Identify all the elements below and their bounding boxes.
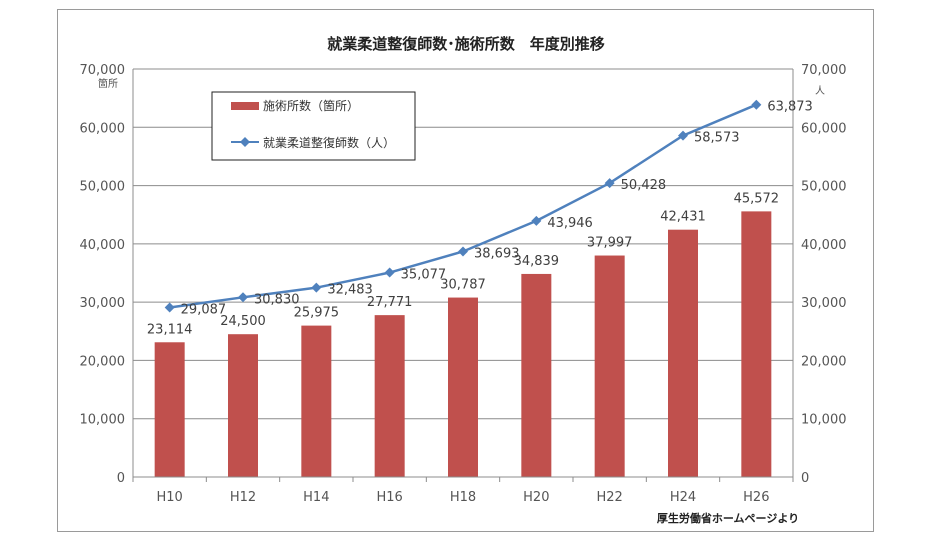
y-left-unit: 箇所	[98, 77, 118, 90]
y-right-tick-label: 20,000	[801, 354, 847, 369]
line-point	[458, 246, 468, 257]
line-point	[238, 292, 248, 303]
bar-data-label: 37,997	[587, 236, 633, 251]
bar	[301, 325, 332, 477]
y-left-tick-label: 50,000	[80, 180, 126, 195]
bar	[154, 342, 185, 477]
bar	[228, 334, 258, 477]
bar	[448, 297, 478, 477]
y-right-tick-label: 60,000	[801, 121, 847, 136]
y-left-tick-label: 40,000	[80, 238, 126, 253]
legend-line-marker	[240, 137, 250, 147]
data-labels: 23,114 24,500 25,975 27,771 30,787 34,839 37,9…	[147, 100, 813, 338]
x-tick-label: H20	[523, 490, 549, 505]
line-data-label: 29,087	[181, 302, 227, 317]
y-right-tick-label: 40,000	[801, 238, 847, 253]
bar-data-label: 27,771	[367, 295, 413, 310]
line-data-label: 58,573	[694, 131, 740, 146]
line-point	[678, 130, 688, 141]
bar-data-label: 30,787	[440, 278, 486, 293]
line-point	[164, 302, 175, 313]
line-data-label: 32,483	[327, 283, 373, 298]
bar-series	[154, 211, 772, 477]
line-point	[531, 215, 542, 226]
legend-line-label: 就業柔道整復師数（人）	[263, 135, 395, 150]
x-tick-label: H14	[303, 490, 329, 505]
y-right-tick-label: 30,000	[801, 296, 847, 311]
line-point	[384, 267, 395, 278]
bar-data-label: 42,431	[660, 210, 706, 225]
bar-data-label: 24,500	[220, 314, 266, 329]
bar	[374, 315, 405, 477]
chart-title: 就業柔道整復師数･施術所数 年度別推移	[327, 35, 605, 53]
x-tick-label: H18	[450, 490, 476, 505]
line-data-label: 35,077	[401, 268, 447, 283]
legend-bar-label: 施術所数（箇所）	[263, 98, 359, 113]
line-data-label: 50,428	[621, 178, 667, 193]
y-left-tick-label: 20,000	[80, 354, 126, 369]
y-left-tick-label: 60,000	[80, 121, 126, 136]
bar-data-label: 25,975	[294, 306, 340, 321]
y-left-tick-label: 30,000	[80, 296, 126, 311]
bar-data-label: 45,572	[734, 191, 780, 206]
bar	[521, 273, 552, 477]
line-data-label: 63,873	[767, 100, 813, 115]
y-right-unit: 人	[815, 85, 825, 97]
axes: 0 10,000 20,000 30,000 40,000 50,000 60,000 70,…	[80, 63, 847, 505]
y-right-tick-label: 50,000	[801, 180, 847, 195]
y-right-tick-label: 0	[801, 471, 809, 486]
bar-data-label: 23,114	[147, 322, 193, 337]
x-tick-label: H16	[377, 490, 403, 505]
source-note: 厚生労働省ホームページより	[657, 511, 799, 525]
legend: 施術所数（箇所） 就業柔道整復師数（人）	[211, 91, 416, 161]
line-data-label: 43,946	[547, 216, 593, 231]
line-point	[751, 99, 762, 110]
y-left-tick-label: 70,000	[80, 63, 126, 78]
bar	[741, 211, 772, 477]
x-tick-label: H22	[597, 490, 623, 505]
legend-bar-swatch	[231, 102, 259, 110]
x-tick-label: H26	[743, 490, 769, 505]
line-data-label: 30,830	[254, 292, 300, 307]
x-tick-label: H12	[230, 490, 256, 505]
bar-data-label: 34,839	[514, 254, 560, 269]
line-series	[164, 99, 762, 313]
chart-frame: 就業柔道整復師数･施術所数 年度別推移 0 10,000 20,000 30,000 4…	[57, 9, 874, 532]
y-left-tick-label: 0	[117, 471, 125, 486]
y-right-tick-label: 10,000	[801, 413, 847, 428]
chart-svg: 就業柔道整復師数･施術所数 年度別推移 0 10,000 20,000 30,000 4…	[80, 35, 847, 525]
y-left-tick-label: 10,000	[80, 413, 126, 428]
line-point	[311, 282, 322, 293]
x-tick-label: H10	[157, 490, 183, 505]
x-tick-label: H24	[670, 490, 696, 505]
line-data-label: 38,693	[474, 246, 520, 261]
bar	[594, 255, 625, 477]
bar	[668, 229, 698, 477]
y-right-tick-label: 70,000	[801, 63, 847, 78]
line-point	[604, 178, 615, 189]
